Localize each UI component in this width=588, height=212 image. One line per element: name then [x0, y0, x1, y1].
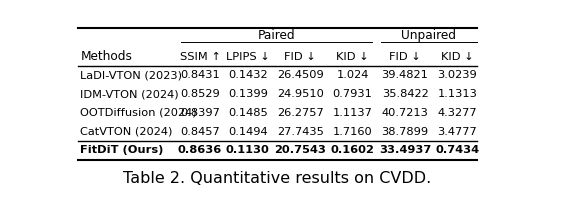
- Text: Unpaired: Unpaired: [402, 29, 456, 42]
- Text: SSIM ↑: SSIM ↑: [179, 52, 220, 61]
- Text: 0.1399: 0.1399: [228, 89, 268, 99]
- Text: FID ↓: FID ↓: [285, 52, 316, 61]
- Text: 1.1137: 1.1137: [333, 108, 373, 118]
- Text: Paired: Paired: [258, 29, 295, 42]
- Text: KID ↓: KID ↓: [441, 52, 474, 61]
- Text: 40.7213: 40.7213: [382, 108, 429, 118]
- Text: 0.8636: 0.8636: [178, 145, 222, 155]
- Text: KID ↓: KID ↓: [336, 52, 369, 61]
- Text: 35.8422: 35.8422: [382, 89, 429, 99]
- Text: 1.7160: 1.7160: [333, 127, 372, 137]
- Text: 24.9510: 24.9510: [277, 89, 323, 99]
- Text: Methods: Methods: [81, 50, 132, 63]
- Text: 0.8431: 0.8431: [180, 70, 220, 80]
- Text: 20.7543: 20.7543: [274, 145, 326, 155]
- Text: FID ↓: FID ↓: [389, 52, 421, 61]
- Text: OOTDiffusion (2024): OOTDiffusion (2024): [81, 108, 197, 118]
- Text: 4.3277: 4.3277: [437, 108, 477, 118]
- Text: CatVTON (2024): CatVTON (2024): [81, 127, 173, 137]
- Text: 33.4937: 33.4937: [379, 145, 431, 155]
- Text: LPIPS ↓: LPIPS ↓: [226, 52, 270, 61]
- Text: 0.7434: 0.7434: [435, 145, 479, 155]
- Text: 1.1313: 1.1313: [437, 89, 477, 99]
- Text: 27.7435: 27.7435: [277, 127, 323, 137]
- Text: 0.8457: 0.8457: [180, 127, 220, 137]
- Text: 0.1432: 0.1432: [228, 70, 268, 80]
- Text: 0.1130: 0.1130: [226, 145, 270, 155]
- Text: 26.2757: 26.2757: [277, 108, 323, 118]
- Text: 1.024: 1.024: [336, 70, 369, 80]
- Text: Table 2. Quantitative results on CVDD.: Table 2. Quantitative results on CVDD.: [123, 171, 432, 186]
- Text: 0.7931: 0.7931: [333, 89, 373, 99]
- Text: 0.8397: 0.8397: [180, 108, 220, 118]
- Text: 0.1602: 0.1602: [330, 145, 375, 155]
- Text: 0.1494: 0.1494: [228, 127, 268, 137]
- Text: 39.4821: 39.4821: [382, 70, 429, 80]
- Text: 26.4509: 26.4509: [277, 70, 323, 80]
- Text: 3.4777: 3.4777: [437, 127, 477, 137]
- Text: 3.0239: 3.0239: [437, 70, 477, 80]
- Text: 38.7899: 38.7899: [382, 127, 429, 137]
- Text: IDM-VTON (2024): IDM-VTON (2024): [81, 89, 179, 99]
- Text: 0.8529: 0.8529: [180, 89, 220, 99]
- Text: 0.1485: 0.1485: [228, 108, 268, 118]
- Text: LaDI-VTON (2023): LaDI-VTON (2023): [81, 70, 182, 80]
- Text: FitDiT (Ours): FitDiT (Ours): [81, 145, 163, 155]
